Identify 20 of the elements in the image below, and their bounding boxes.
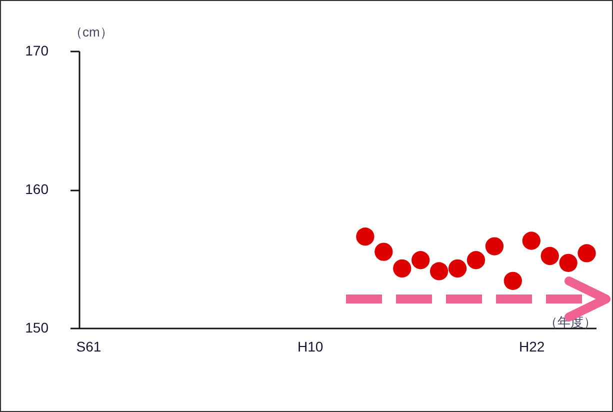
y-tick-label: 160 (25, 181, 49, 197)
point (430, 262, 448, 280)
y-axis-title: （cm） (70, 24, 113, 40)
point (540, 246, 559, 266)
point (393, 259, 412, 278)
x-tick-label: H10 (297, 338, 324, 354)
y-tick-label: 150 (25, 320, 49, 336)
x-tick-label: S61 (76, 338, 102, 354)
point (504, 272, 522, 290)
point (356, 228, 374, 246)
point (448, 259, 467, 278)
point (412, 251, 430, 270)
y-tick-label: 170 (25, 42, 49, 58)
point (466, 251, 486, 270)
point (374, 242, 393, 261)
point (578, 244, 596, 262)
x-tick-label: H22 (519, 338, 545, 354)
point (485, 237, 504, 256)
point (559, 254, 578, 272)
point (522, 232, 540, 250)
